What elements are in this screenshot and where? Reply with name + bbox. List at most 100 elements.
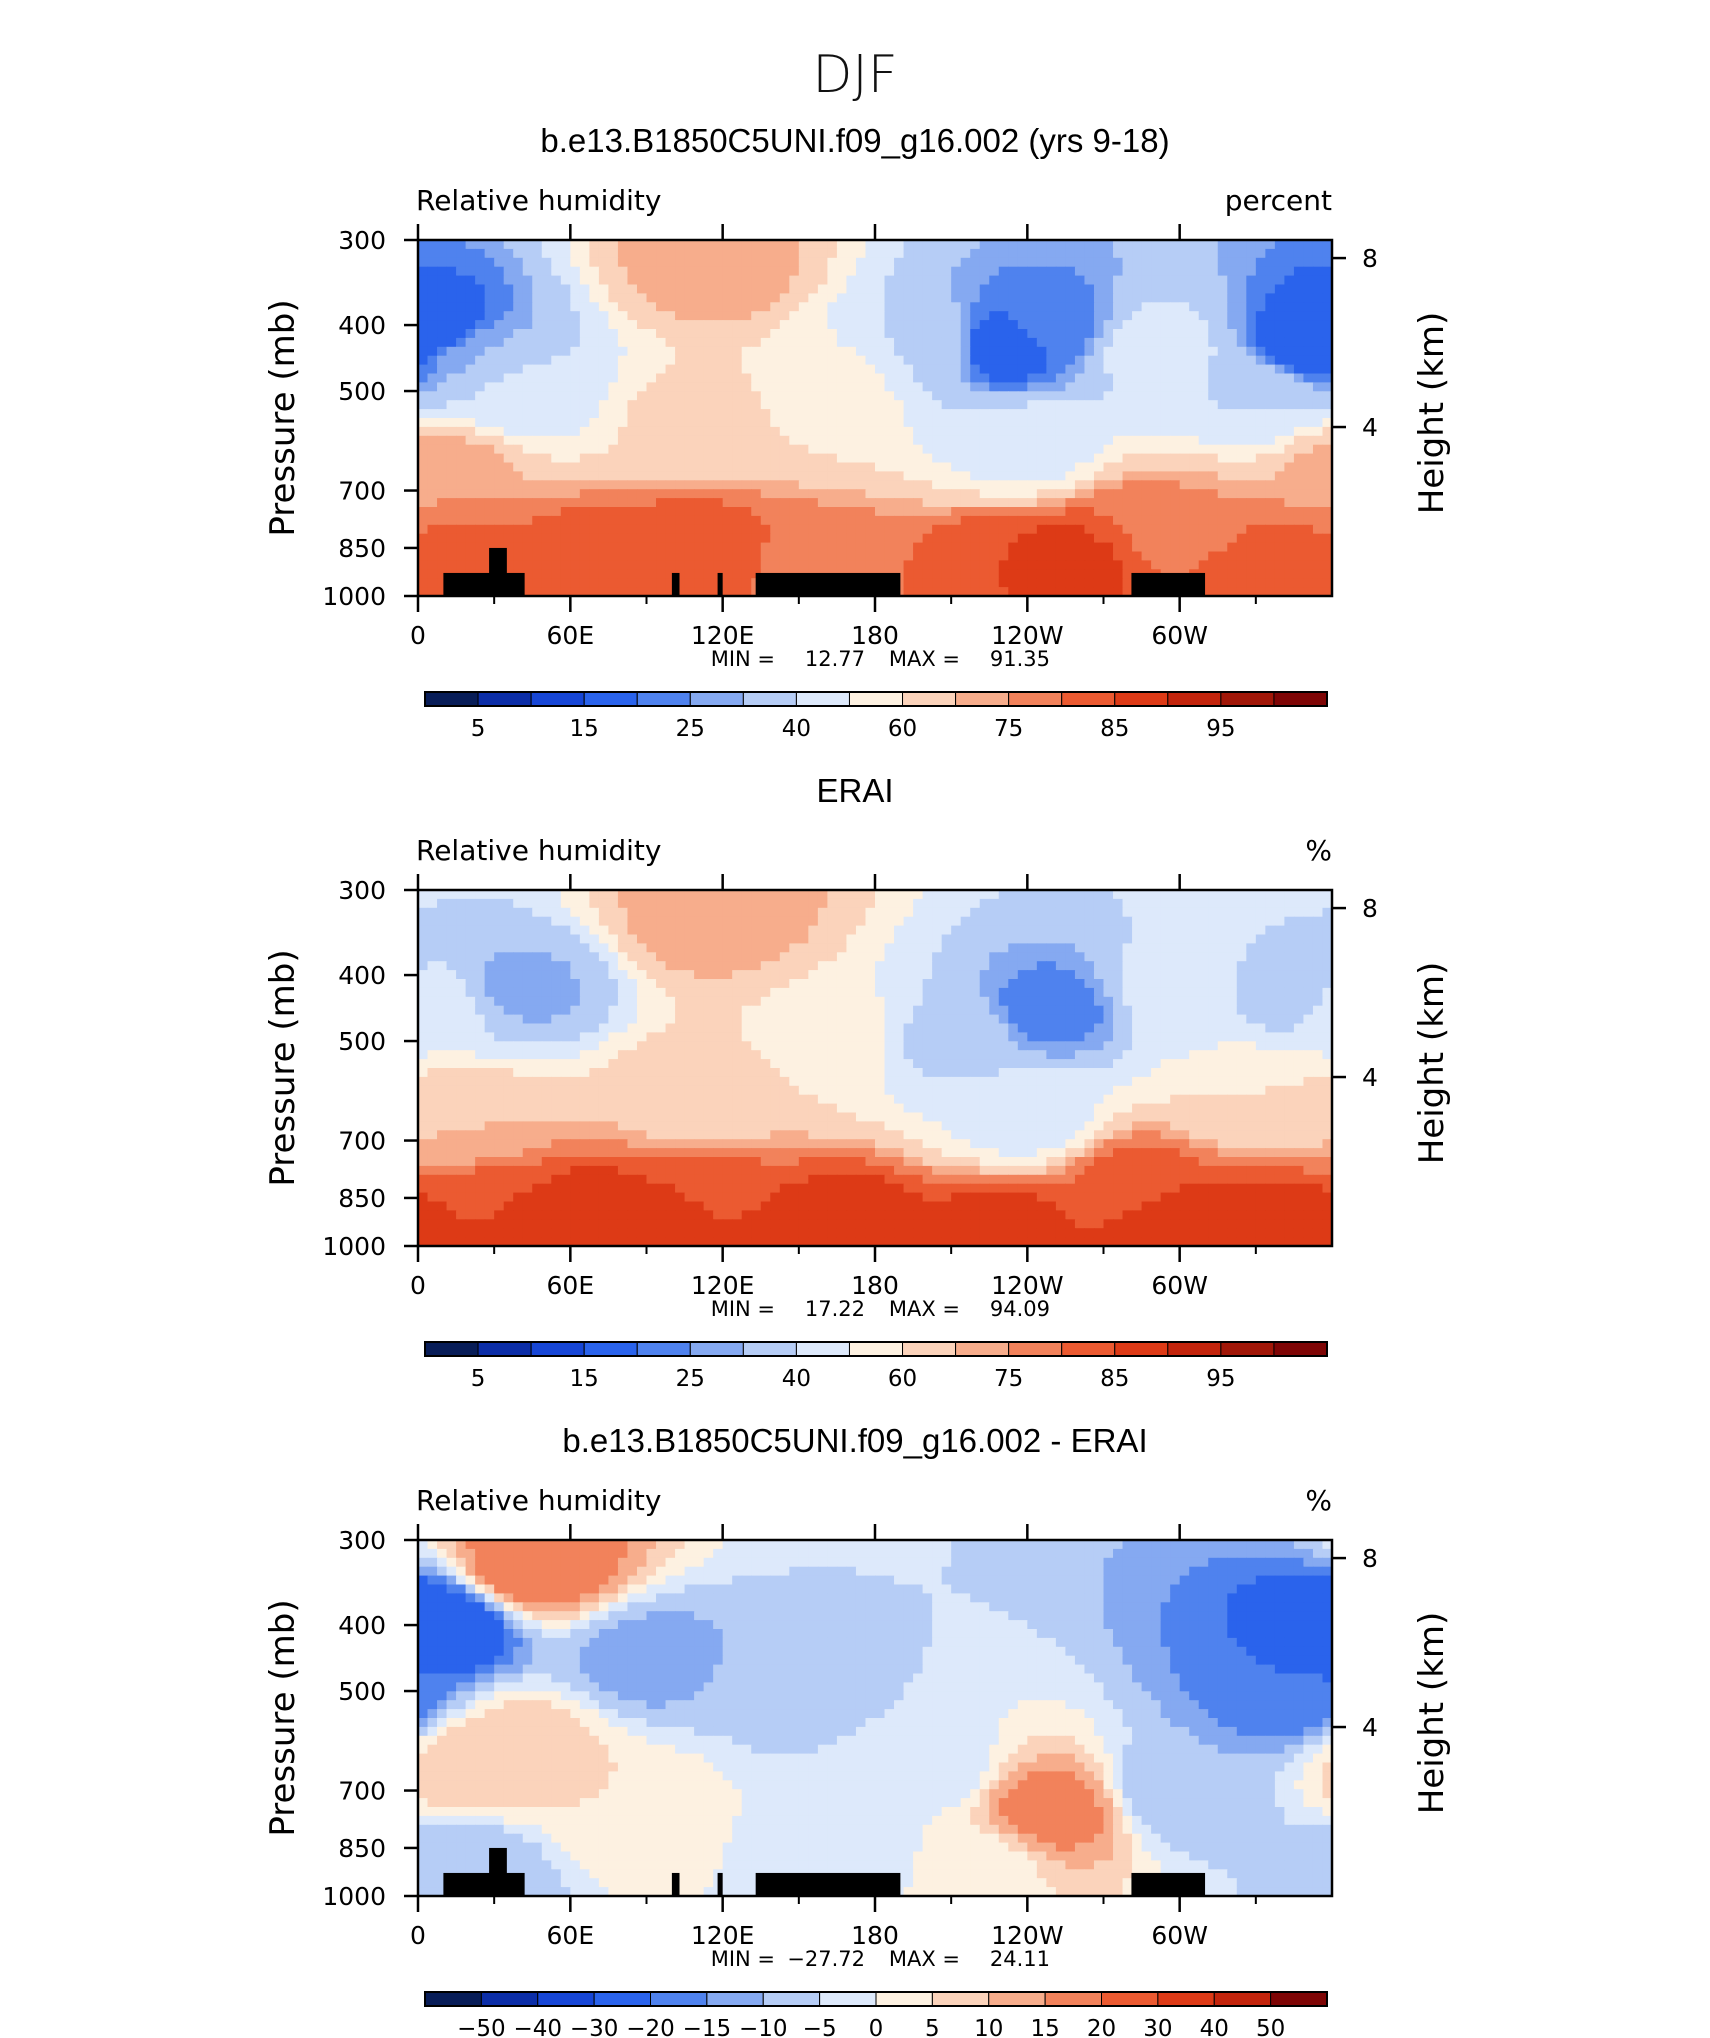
field-cell <box>636 507 648 517</box>
field-cell <box>627 934 638 944</box>
field-cell <box>646 329 657 339</box>
field-cell <box>1093 462 1105 472</box>
field-cell <box>598 329 610 339</box>
colorbar-label: 75 <box>994 716 1023 742</box>
field-cell <box>494 364 505 375</box>
field-cell <box>1084 961 1095 971</box>
field-cell <box>979 382 990 392</box>
field-cell <box>522 578 533 588</box>
field-cell <box>827 364 838 375</box>
field-cell <box>836 355 848 366</box>
field-cell <box>1236 311 1247 321</box>
field-cell <box>1046 435 1057 446</box>
field-cell <box>760 453 771 464</box>
field-cell <box>579 391 590 401</box>
field-cell <box>1055 551 1067 561</box>
field-cell <box>846 266 857 277</box>
field-cell <box>427 471 438 481</box>
field-cell <box>494 925 505 936</box>
field-cell <box>1198 952 1209 962</box>
field-cell <box>1141 916 1152 927</box>
field-cell <box>636 266 648 277</box>
field-cell <box>1046 355 1057 366</box>
field-cell <box>541 275 552 286</box>
field-cell <box>884 266 895 277</box>
field-cell <box>770 524 781 535</box>
field-cell <box>532 364 543 375</box>
field-cell <box>1236 462 1247 472</box>
field-cell <box>1017 462 1028 472</box>
field-cell <box>1255 391 1266 401</box>
field-cell <box>503 524 514 535</box>
field-cell <box>998 248 1009 259</box>
field-cell <box>865 275 876 286</box>
field-cell <box>1198 329 1209 339</box>
field-cell <box>808 533 819 544</box>
field-cell <box>894 248 905 259</box>
field-cell <box>1170 435 1181 446</box>
field-cell <box>646 489 657 499</box>
field-cell <box>1284 560 1295 570</box>
field-cell <box>970 587 981 597</box>
field-cell <box>1055 578 1067 588</box>
field-cell <box>760 355 771 366</box>
field-cell <box>770 961 781 971</box>
field-cell <box>579 302 590 312</box>
field-cell <box>922 418 933 428</box>
field-cell <box>713 453 724 464</box>
field-cell <box>1255 293 1266 303</box>
field-cell <box>484 453 495 464</box>
field-cell <box>703 925 714 936</box>
field-cell <box>598 240 610 250</box>
field-cell <box>1227 934 1238 944</box>
field-cell <box>1170 961 1181 971</box>
y-tick-label: 400 <box>338 311 386 340</box>
field-cell <box>1008 355 1019 366</box>
field-cell <box>770 462 781 472</box>
field-cell <box>817 943 828 953</box>
field-cell <box>998 979 1009 989</box>
field-cell <box>636 444 648 455</box>
field-cell <box>475 934 486 944</box>
field-cell <box>579 435 590 446</box>
field-cell <box>1084 311 1095 321</box>
field-cell <box>570 542 581 553</box>
field-cell <box>1151 551 1162 561</box>
field-cell <box>894 257 905 268</box>
field-cell <box>789 257 800 268</box>
field-cell <box>941 934 952 944</box>
field-cell <box>836 934 848 944</box>
field-cell <box>1198 400 1209 410</box>
field-cell <box>1065 515 1076 526</box>
field-cell <box>779 248 790 259</box>
field-cell <box>913 507 924 517</box>
field-cell <box>1274 240 1285 250</box>
field-cell <box>770 391 781 401</box>
field-cell <box>827 542 838 553</box>
field-cell <box>532 943 543 953</box>
field-cell <box>541 578 552 588</box>
field-cell <box>1151 898 1162 909</box>
field-cell <box>1274 320 1285 330</box>
field-cell <box>1093 934 1105 944</box>
field-cell <box>513 489 524 499</box>
field-cell <box>1236 284 1247 294</box>
field-cell <box>418 480 429 490</box>
field-cell <box>779 240 790 250</box>
field-cell <box>1246 569 1257 579</box>
field-cell <box>1312 284 1324 294</box>
field-cell <box>503 266 514 277</box>
field-cell <box>836 248 848 259</box>
field-cell <box>1303 533 1314 544</box>
field-cell <box>922 329 933 339</box>
field-cell <box>1065 560 1076 570</box>
field-cell <box>703 302 714 312</box>
field-cell <box>456 890 467 900</box>
field-cell <box>675 533 686 544</box>
field-cell <box>998 355 1009 366</box>
field-cell <box>875 329 886 339</box>
field-cell <box>1008 418 1019 428</box>
field-cell <box>884 311 895 321</box>
field-cell <box>608 907 619 918</box>
field-cell <box>1255 382 1266 392</box>
